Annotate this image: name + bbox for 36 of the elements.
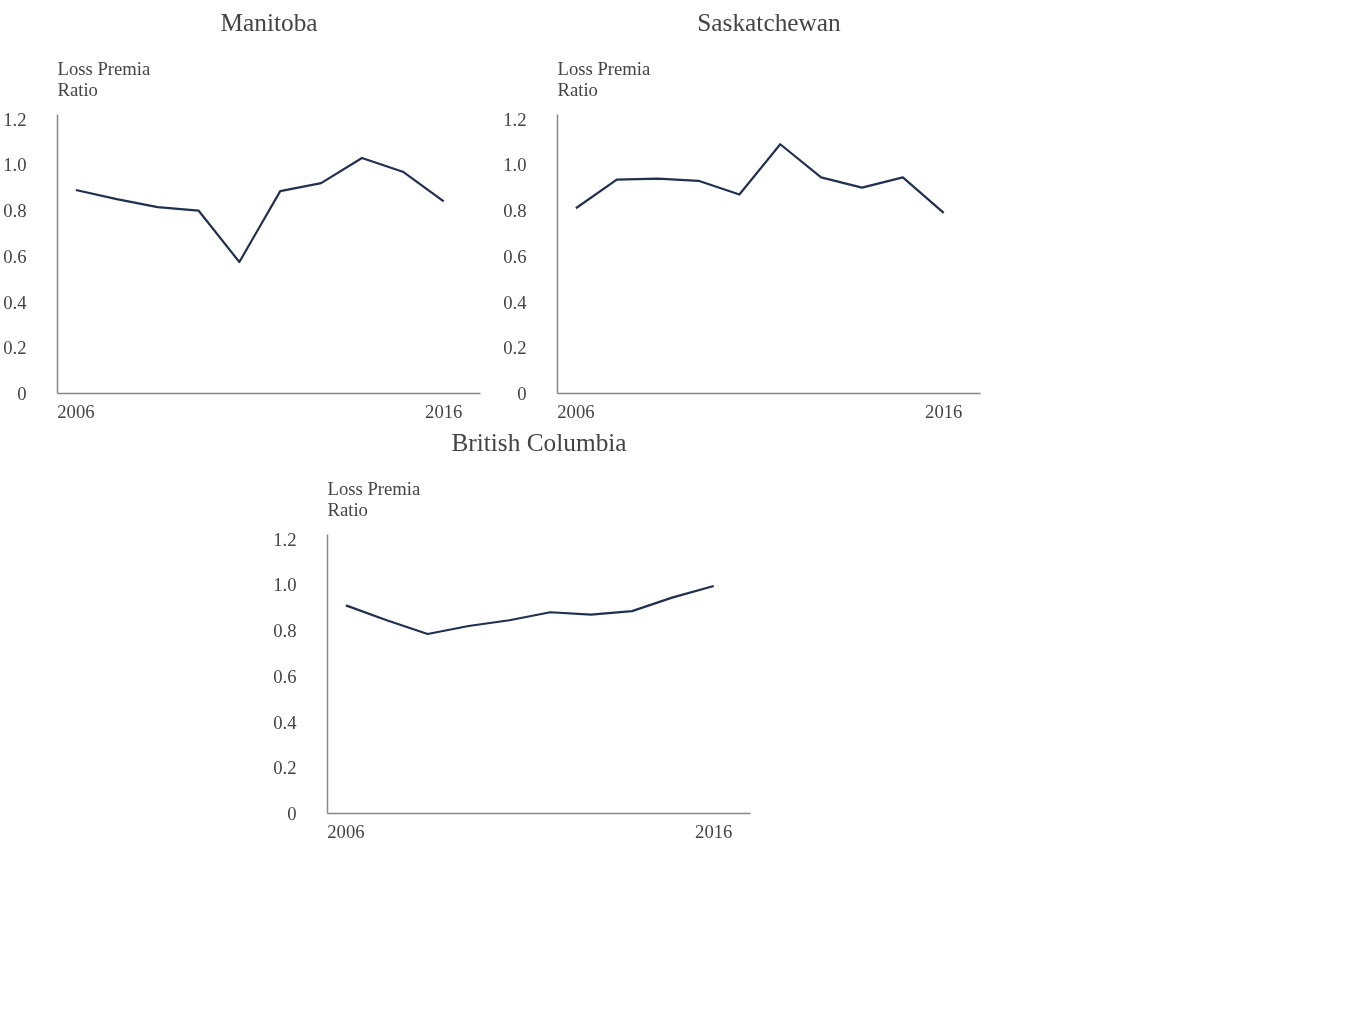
y-tick-label: 0.4 bbox=[3, 291, 28, 313]
y-tick-label: 1.2 bbox=[503, 108, 527, 130]
chart-title: Saskatchewan bbox=[697, 7, 842, 36]
y-tick-label: 0.2 bbox=[503, 337, 527, 359]
y-tick-label: 0.4 bbox=[503, 291, 528, 313]
y-tick-label: 1.0 bbox=[273, 574, 297, 596]
y-tick-label: 1.2 bbox=[273, 528, 297, 550]
chart-title: Manitoba bbox=[220, 7, 318, 36]
y-axis-title: Loss Premia Ratio bbox=[57, 57, 151, 100]
y-tick-label: 0.8 bbox=[503, 200, 527, 222]
line-series bbox=[574, 143, 945, 214]
y-axis-title: Loss Premia Ratio bbox=[327, 477, 421, 520]
y-tick-label: 1.0 bbox=[503, 154, 527, 176]
y-tick-label: 0.8 bbox=[273, 620, 297, 642]
y-tick-label: 0.6 bbox=[503, 245, 527, 267]
chart-title: British Columbia bbox=[451, 427, 627, 456]
y-tick-label: 0.6 bbox=[3, 245, 27, 267]
y-tick-label: 0 bbox=[17, 383, 27, 404]
y-tick-label: 0.6 bbox=[273, 665, 297, 687]
y-tick-label: 0.2 bbox=[273, 757, 297, 779]
x-tick-label: 2016 bbox=[425, 400, 463, 422]
x-tick-label: 2006 bbox=[327, 820, 365, 842]
x-tick-label: 2016 bbox=[695, 820, 733, 842]
y-tick-label: 0.4 bbox=[273, 711, 298, 733]
x-tick-label: 2016 bbox=[925, 400, 963, 422]
line-series bbox=[344, 584, 715, 636]
x-tick-label: 2006 bbox=[557, 400, 595, 422]
x-tick-label: 2006 bbox=[57, 400, 95, 422]
y-tick-label: 0 bbox=[287, 803, 297, 824]
y-tick-label: 0.2 bbox=[3, 337, 27, 359]
y-tick-label: 1.2 bbox=[3, 108, 27, 130]
line-series bbox=[74, 156, 445, 264]
y-tick-label: 0.8 bbox=[3, 200, 27, 222]
y-axis-title: Loss Premia Ratio bbox=[557, 57, 651, 100]
y-tick-label: 0 bbox=[517, 383, 527, 404]
y-tick-label: 1.0 bbox=[3, 154, 27, 176]
